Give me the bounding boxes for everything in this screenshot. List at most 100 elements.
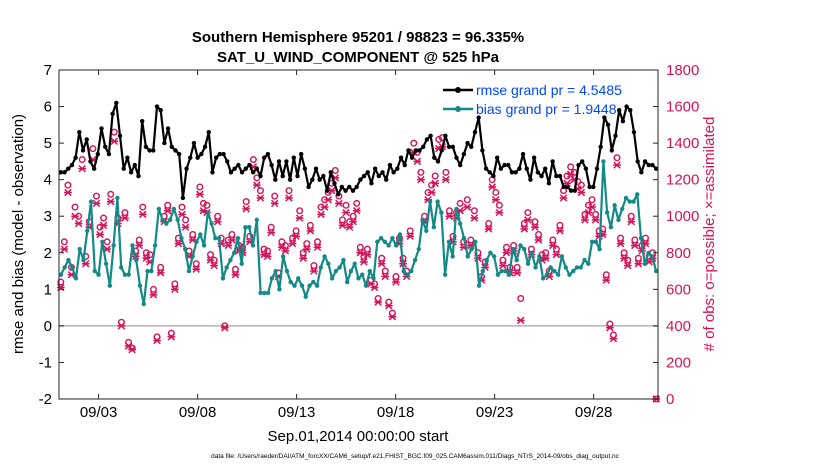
assimilated-obs-point (74, 219, 83, 228)
possible-obs-point (278, 238, 286, 246)
possible-obs-point (231, 265, 239, 273)
rmse-point (524, 166, 529, 171)
rmse-point (287, 177, 293, 182)
rmse-point (199, 151, 204, 157)
possible-obs-point (189, 230, 197, 238)
bias-point (586, 261, 591, 266)
rmse-point (502, 162, 507, 168)
rmse-point (554, 173, 559, 179)
assimilated-obs-point (220, 323, 229, 332)
bias-point (563, 265, 568, 270)
right-axis-label: # of obs: o=possible; ×=assimilated (701, 117, 718, 352)
x-tick-label: 09/28 (575, 404, 613, 421)
assimilated-obs-point (71, 212, 79, 220)
assimilated-obs-point (313, 243, 322, 252)
assimilated-obs-point (602, 276, 611, 284)
rmse-point (117, 133, 123, 138)
rmse-point (576, 162, 581, 168)
possible-obs-point (442, 168, 450, 176)
bias-point (442, 272, 448, 277)
bias-point (352, 261, 357, 266)
assimilated-obs-point (135, 241, 144, 250)
bias-point (164, 221, 169, 226)
assimilated-obs-point (342, 208, 350, 217)
rmse-point (280, 173, 285, 179)
assimilated-obs-point (534, 236, 543, 244)
possible-obs-point (627, 212, 635, 220)
bias-point (171, 206, 177, 212)
possible-obs-point (64, 181, 72, 189)
rmse-point (347, 184, 352, 190)
possible-obs-point (549, 236, 557, 244)
bias-point (589, 239, 595, 245)
bias-point (318, 265, 324, 270)
right-tick-label: 1600 (666, 99, 699, 116)
assimilated-obs-point (541, 254, 550, 262)
assimilated-obs-point (606, 323, 614, 332)
assimilated-obs-point (431, 179, 439, 188)
left-tick-label: -1 (39, 354, 52, 371)
rmse-point (457, 162, 463, 168)
bias-point (179, 235, 184, 241)
possible-obs-point (631, 236, 639, 244)
possible-obs-point (378, 254, 386, 262)
bias-point (525, 261, 531, 266)
bias-point (62, 265, 67, 270)
rmse-point (517, 166, 522, 171)
assimilated-obs-point (306, 227, 315, 235)
bias-point (213, 235, 218, 241)
possible-obs-point (192, 260, 200, 268)
possible-obs-point (524, 209, 532, 217)
possible-obs-point (264, 247, 272, 255)
assimilated-obs-point (370, 283, 379, 292)
rmse-point (103, 144, 108, 149)
assimilated-obs-point (374, 298, 382, 306)
bias-point (642, 261, 648, 266)
assimilated-obs-point (588, 203, 596, 211)
bias-point (578, 265, 583, 270)
possible-obs-point (299, 249, 307, 257)
bias-point (601, 159, 606, 164)
bias-point (518, 243, 523, 248)
bias-point (469, 246, 474, 252)
bias-point (416, 246, 421, 252)
possible-obs-point (463, 196, 471, 204)
bias-point (620, 206, 625, 212)
bias-point (235, 235, 241, 241)
rmse-point (176, 151, 182, 157)
possible-obs-point (338, 216, 346, 224)
assimilated-obs-point (192, 265, 201, 273)
rmse-point (450, 144, 455, 149)
bias-point (495, 272, 501, 277)
bias-point (141, 301, 146, 307)
bias-point (280, 254, 286, 259)
rmse-point (653, 166, 659, 171)
possible-obs-point (296, 207, 304, 215)
assimilated-obs-point (128, 345, 136, 354)
rmse-point (528, 177, 533, 182)
rmse-point (598, 144, 603, 149)
rmse-point (628, 108, 633, 113)
assimilated-obs-point (559, 194, 568, 202)
bias-point (269, 276, 275, 281)
assimilated-obs-point (231, 270, 240, 279)
assimilated-obs-point (299, 254, 308, 262)
bias-point (96, 272, 101, 277)
rmse-point (557, 173, 563, 179)
bias-point (307, 283, 312, 288)
bias-point (77, 246, 82, 252)
possible-obs-point (149, 285, 157, 293)
possible-obs-point (620, 249, 628, 257)
bias-point (540, 276, 546, 281)
bias-point (623, 195, 629, 201)
assimilated-obs-point (92, 199, 101, 208)
rmse-point (480, 148, 485, 153)
assimilated-obs-point (566, 170, 575, 178)
possible-obs-point (485, 220, 493, 228)
left-tick-label: 2 (44, 245, 52, 262)
bias-point (126, 272, 131, 277)
bias-point (198, 232, 203, 237)
bias-point (431, 224, 437, 230)
bias-point (190, 254, 195, 259)
bias-point (480, 268, 486, 274)
